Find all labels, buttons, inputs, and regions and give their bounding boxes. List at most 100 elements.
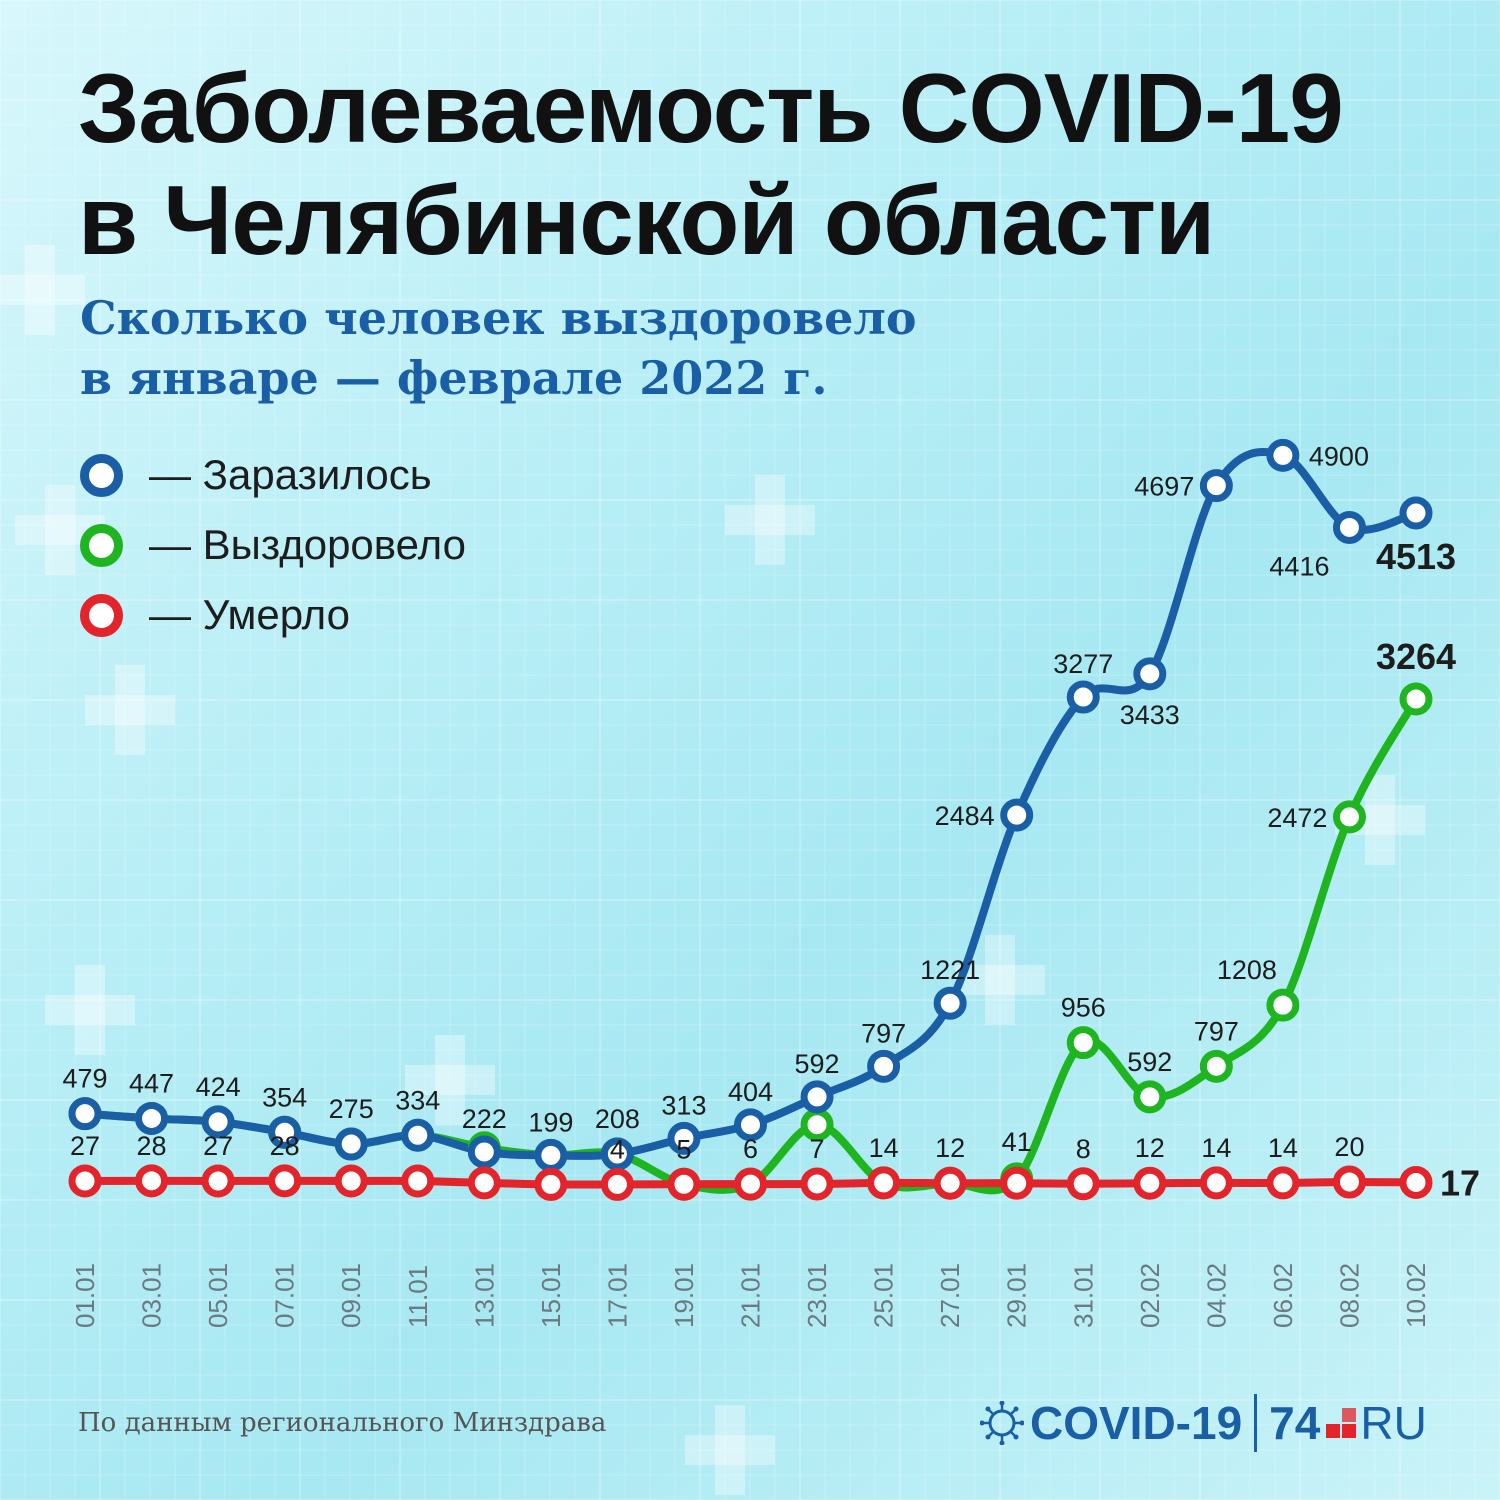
page-title: Заболеваемость COVID-19 в Челябинской об… <box>78 52 1344 276</box>
point-infected-11.01 <box>401 1118 435 1152</box>
x-tick-label: 19.01 <box>669 1263 699 1328</box>
point-infected-08.02 <box>1332 510 1366 544</box>
decorative-cross-icon <box>405 1035 495 1125</box>
point-recovered-04.02 <box>1199 1049 1233 1083</box>
point-died-21.01 <box>734 1167 767 1201</box>
x-tick-label: 03.01 <box>137 1263 167 1328</box>
point-infected-17.01 <box>600 1137 634 1171</box>
x-tick-label: 15.01 <box>536 1263 566 1328</box>
data-label-infected-31.01: 3277 <box>1053 649 1113 679</box>
point-died-15.01 <box>534 1167 568 1201</box>
x-tick-label: 06.02 <box>1268 1263 1298 1328</box>
x-tick-label: 02.02 <box>1135 1263 1165 1328</box>
data-label-recovered-31.01: 956 <box>1061 993 1106 1023</box>
legend-label-recovered: — Выздоровело <box>149 521 466 568</box>
point-died-08.02 <box>1332 1165 1366 1199</box>
data-label-recovered-05.01: 424 <box>196 1072 241 1102</box>
subtitle-line-1: Сколько человек выздоровело <box>80 291 917 345</box>
data-label-died-23.01: 7 <box>810 1134 825 1164</box>
data-label-died-05.01: 27 <box>203 1131 233 1161</box>
x-tick-label: 27.01 <box>935 1263 965 1328</box>
point-infected-07.01 <box>268 1115 302 1149</box>
data-label-recovered-03.01: 447 <box>129 1068 174 1098</box>
decorative-cross-icon <box>85 665 175 755</box>
point-died-25.01 <box>867 1166 901 1200</box>
legend-item-infected: — Заразилось <box>80 440 466 510</box>
point-infected-19.01 <box>667 1121 701 1155</box>
title-line-2: в Челябинской области <box>78 165 1215 275</box>
point-infected-13.01 <box>467 1135 501 1169</box>
point-infected-04.02 <box>1199 469 1233 503</box>
brand-site-number: 74 <box>1269 1397 1321 1449</box>
x-tick-label: 13.01 <box>469 1263 499 1328</box>
point-infected-21.01 <box>734 1108 767 1142</box>
point-died-05.01 <box>201 1164 235 1198</box>
point-infected-15.01 <box>534 1138 568 1172</box>
data-label-recovered-29.01: 41 <box>1002 1127 1032 1157</box>
decorative-cross-icon <box>0 245 85 335</box>
decorative-cross-icon <box>45 965 135 1055</box>
point-infected-23.01 <box>800 1080 834 1114</box>
data-label-infected-08.02: 4416 <box>1269 551 1329 581</box>
point-died-10.02 <box>1399 1165 1433 1199</box>
point-died-17.01 <box>600 1167 634 1201</box>
x-tick-label: 07.01 <box>270 1263 300 1328</box>
x-tick-label: 11.01 <box>403 1265 433 1328</box>
data-label-died-08.02: 20 <box>1334 1132 1364 1162</box>
data-label-died-31.01: 8 <box>1076 1134 1091 1164</box>
legend-label-infected: — Заразилось <box>149 451 432 498</box>
data-label-died-06.02: 14 <box>1268 1133 1298 1163</box>
x-tick-label: 05.01 <box>203 1263 233 1328</box>
x-tick-label: 17.01 <box>602 1263 632 1328</box>
data-label-infected-13.01: 222 <box>462 1104 507 1134</box>
point-recovered-31.01 <box>1066 1026 1100 1060</box>
decorative-cross-icon <box>725 475 815 565</box>
decorative-cross-icon <box>685 1405 775 1495</box>
point-infected-01.01 <box>68 1097 102 1131</box>
point-died-02.02 <box>1133 1166 1167 1200</box>
legend-label-died: — Умерло <box>149 591 350 638</box>
point-infected-06.02 <box>1266 438 1300 472</box>
point-died-27.01 <box>933 1166 967 1200</box>
data-label-recovered-08.02: 2472 <box>1267 803 1327 833</box>
x-tick-label: 25.01 <box>869 1263 899 1328</box>
data-label-died-25.01: 14 <box>869 1133 899 1163</box>
brand-logo: COVID-19 74 RU <box>980 1388 1427 1458</box>
brand-covid-text: COVID-19 <box>1030 1397 1243 1449</box>
data-label-infected-06.02: 4900 <box>1309 441 1369 471</box>
point-infected-03.01 <box>135 1101 169 1135</box>
x-tick-label: 31.01 <box>1068 1263 1098 1328</box>
data-label-died-10.02: 17 <box>1440 1162 1480 1203</box>
chart-legend: — Заразилось — Выздоровело — Умерло <box>80 440 466 650</box>
data-label-died-04.02: 14 <box>1201 1133 1231 1163</box>
data-label-died-27.01: 12 <box>935 1133 965 1163</box>
point-infected-27.01 <box>933 986 967 1020</box>
data-source-note: По данным регионального Минздрава <box>78 1408 607 1438</box>
x-tick-label: 04.02 <box>1201 1263 1231 1328</box>
data-label-infected-04.02: 4697 <box>1134 472 1194 502</box>
x-tick-label: 21.01 <box>736 1263 766 1328</box>
point-died-01.01 <box>68 1164 102 1198</box>
legend-marker-infected <box>80 453 123 497</box>
point-infected-02.02 <box>1133 657 1167 691</box>
data-label-died-17.01: 4 <box>610 1134 625 1164</box>
title-line-1: Заболеваемость COVID-19 <box>78 53 1344 163</box>
data-label-died-01.01: 27 <box>70 1131 100 1161</box>
point-infected-09.01 <box>334 1127 368 1161</box>
point-died-13.01 <box>467 1166 501 1200</box>
point-died-09.01 <box>334 1164 368 1198</box>
point-infected-29.01 <box>1000 798 1034 832</box>
data-label-died-02.02: 12 <box>1135 1133 1165 1163</box>
point-died-11.01 <box>401 1164 435 1198</box>
data-label-infected-19.01: 313 <box>661 1090 706 1120</box>
data-label-infected-23.01: 592 <box>795 1049 840 1079</box>
x-tick-label: 01.01 <box>70 1263 100 1328</box>
point-recovered-02.02 <box>1133 1080 1167 1114</box>
data-label-recovered-02.02: 592 <box>1127 1047 1172 1077</box>
point-infected-10.02 <box>1399 496 1433 530</box>
data-label-died-07.01: 28 <box>270 1131 300 1161</box>
x-tick-label: 29.01 <box>1002 1263 1032 1328</box>
brand-ru-text: RU <box>1360 1397 1427 1449</box>
